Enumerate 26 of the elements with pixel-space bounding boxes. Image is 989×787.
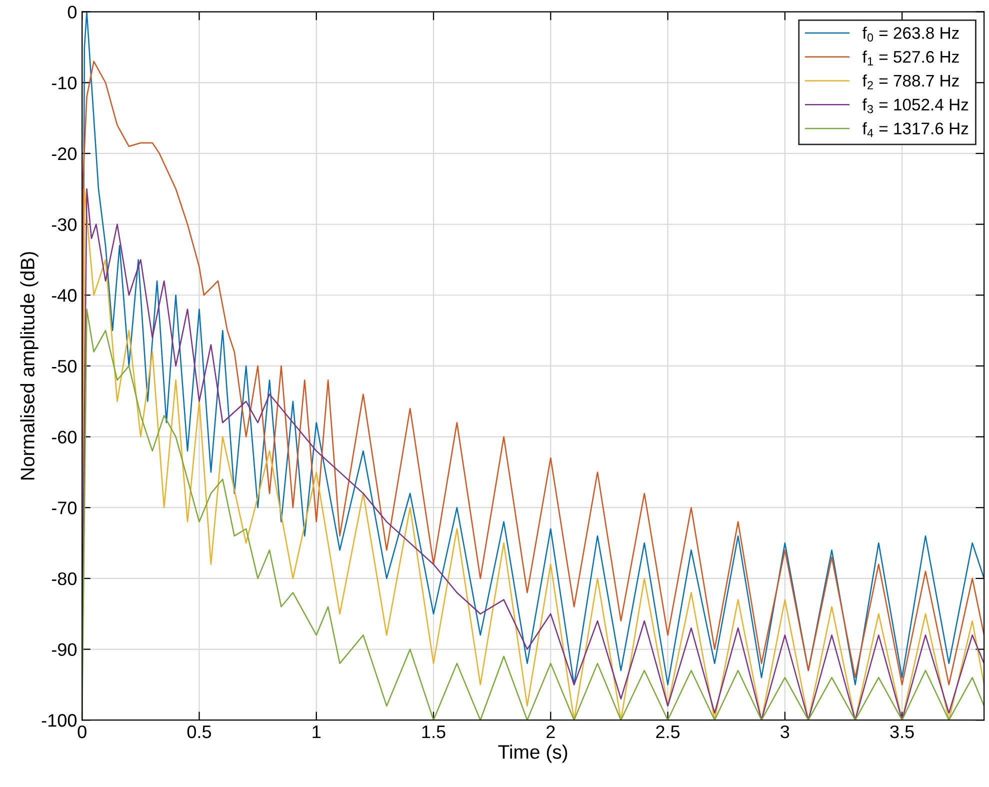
legend-label: f$_{4}$ = 1317.6 Hz xyxy=(862,122,968,137)
y-tick-label: -30 xyxy=(52,218,77,232)
x-tick-label: 1 xyxy=(312,726,321,738)
x-tick-label: 2.5 xyxy=(656,725,680,738)
y-tick-label: -80 xyxy=(52,572,77,586)
legend-label: f$_{1}$ = 527.6 Hz xyxy=(862,50,959,66)
x-tick-label: 3.5 xyxy=(890,725,914,738)
y-tick-label: -100 xyxy=(42,714,77,727)
y-tick-label: -90 xyxy=(52,643,77,656)
x-tick-label: 1.5 xyxy=(422,726,446,738)
legend-label: f$_{2}$ = 788.7 Hz xyxy=(862,74,959,90)
x-tick-label: 0.5 xyxy=(187,725,212,738)
y-tick-label: -60 xyxy=(52,430,77,444)
y-tick-label: -20 xyxy=(52,147,77,160)
x-axis-title: Time (s) xyxy=(498,744,568,763)
y-tick-label: -50 xyxy=(52,360,77,373)
x-tick-label: 0 xyxy=(78,725,86,738)
y-tick-label: -40 xyxy=(52,289,77,302)
x-tick-label: 2 xyxy=(546,725,555,738)
y-tick-label: 0 xyxy=(68,6,77,19)
legend-label: f$_{3}$ = 1052.4 Hz xyxy=(862,98,968,114)
legend-label: f$_{0}$ = 263.8 Hz xyxy=(862,26,959,42)
y-axis-title: Normalised amplitude (dB) xyxy=(20,252,38,480)
x-tick-label: 3 xyxy=(780,725,790,738)
y-tick-label: -70 xyxy=(52,502,77,514)
y-tick-label: -10 xyxy=(52,76,77,90)
